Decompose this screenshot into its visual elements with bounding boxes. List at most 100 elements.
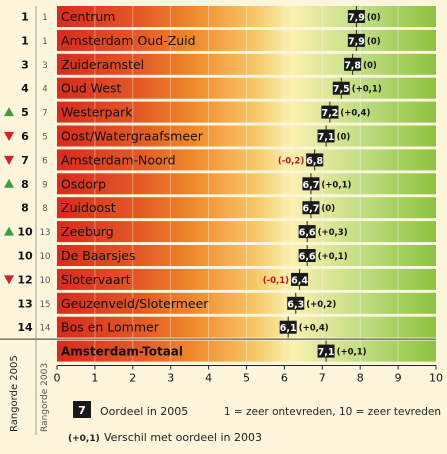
score-label: 6,4 — [291, 275, 308, 286]
score-label: 7,9 — [348, 13, 365, 24]
rank-2005: 5 — [21, 106, 29, 119]
row-band — [57, 125, 436, 147]
rank-2003: 13 — [40, 228, 51, 238]
x-tick-label: 6 — [281, 372, 288, 385]
district-name: Oud West — [61, 81, 121, 96]
legend-scale-text: 1 = zeer ontevreden, 10 = zeer tevreden — [224, 406, 441, 418]
score-label: 6,1 — [280, 323, 297, 334]
row-band — [57, 316, 436, 338]
score-label: 6,7 — [303, 180, 320, 191]
score-label: 7,2 — [321, 108, 338, 119]
diff-label: (-0,1) — [263, 276, 289, 286]
score-box — [302, 177, 320, 191]
score-label: 7,8 — [344, 60, 361, 71]
score-label: 6,8 — [306, 156, 323, 167]
rank-2003: 1 — [42, 37, 47, 47]
rank-2005: 13 — [17, 297, 32, 310]
rank-2005: 8 — [21, 178, 29, 191]
rank-2003: 8 — [42, 204, 47, 214]
rank-2003: 3 — [42, 61, 47, 71]
district-name: Amsterdam-Totaal — [61, 345, 183, 359]
rank-2003-axis-label: Rangorde 2003 — [40, 363, 50, 432]
score-label: 6,6 — [299, 228, 316, 239]
row-band — [57, 197, 436, 219]
x-tick-label: 9 — [395, 372, 402, 385]
score-box — [347, 33, 365, 47]
score-box — [279, 320, 297, 334]
down-arrow-icon — [4, 155, 14, 165]
x-tick-label: 3 — [167, 372, 174, 385]
district-name: Zeeburg — [61, 224, 114, 239]
x-tick-label: 2 — [129, 372, 136, 385]
legend-diff-sample: (+0,1) — [68, 434, 100, 444]
diff-label: (+0,4) — [340, 109, 370, 119]
district-name: Osdorp — [61, 176, 106, 191]
district-name: Slotervaart — [61, 272, 131, 287]
diff-label: (+0,1) — [321, 180, 351, 190]
row-band — [57, 173, 436, 195]
diff-label: (-0,2) — [278, 156, 304, 166]
rank-2005: 1 — [21, 11, 29, 24]
rank-2003: 1 — [42, 13, 47, 23]
diff-label: (0) — [337, 133, 351, 143]
row-band — [57, 6, 436, 27]
score-label: 7,5 — [333, 84, 350, 95]
row-band — [57, 53, 436, 75]
district-name: Zuideramstel — [61, 57, 144, 72]
row-band — [57, 245, 436, 266]
legend: 7 Oordeel in 2005 1 = zeer ontevreden, 1… — [68, 401, 441, 444]
diff-label: (+0,1) — [337, 348, 367, 358]
row-band — [57, 340, 436, 362]
down-arrow-icon — [4, 132, 14, 141]
rank-2003: 4 — [42, 85, 47, 95]
rank-2005: 1 — [21, 34, 29, 47]
diff-label: (+0,2) — [306, 300, 336, 310]
legend-diff-text: Verschil met oordeel in 2003 — [104, 431, 262, 444]
legend-score-text: Oordeel in 2005 — [100, 405, 188, 418]
score-box — [317, 344, 335, 358]
row-band — [57, 268, 436, 290]
score-label: 7,1 — [318, 347, 335, 358]
score-box — [332, 81, 350, 95]
district-name: Bos en Lommer — [61, 320, 160, 335]
rank-2003: 10 — [40, 252, 51, 262]
down-arrow-icon — [4, 275, 14, 285]
score-box — [306, 153, 324, 167]
x-tick-label: 5 — [243, 372, 250, 385]
row-band — [57, 221, 436, 243]
district-name: Westerpark — [61, 105, 133, 120]
district-name: Amsterdam-Noord — [61, 152, 176, 167]
score-label: 6,3 — [287, 299, 304, 310]
x-tick-label: 8 — [357, 372, 364, 385]
rank-2005: 4 — [21, 82, 29, 95]
diff-label: (+0,1) — [352, 85, 382, 95]
x-tick-label: 7 — [319, 372, 326, 385]
row-band — [57, 29, 436, 51]
diff-label: (0) — [367, 13, 381, 23]
rank-2005: 3 — [21, 58, 29, 71]
rank-2003: 14 — [40, 324, 51, 334]
score-box — [291, 272, 309, 286]
rank-2003: 9 — [42, 180, 47, 190]
x-tick-label: 4 — [205, 372, 212, 385]
rank-2005: 6 — [21, 130, 29, 143]
rank-2005: 10 — [17, 226, 33, 239]
district-name: Zuidoost — [61, 200, 116, 215]
row-band — [57, 101, 436, 123]
score-label: 6,6 — [299, 252, 316, 263]
district-name: Oost/Watergraafsmeer — [61, 129, 204, 144]
diff-label: (0) — [363, 61, 377, 71]
row-band — [57, 149, 436, 171]
rank-2003: 15 — [40, 300, 51, 310]
rank-2005: 7 — [21, 154, 29, 167]
score-box — [302, 201, 320, 215]
district-name: Centrum — [61, 9, 115, 24]
x-tick-label: 0 — [54, 372, 61, 385]
rank-2005-axis-label: Rangorde 2005 — [9, 355, 20, 432]
score-box — [287, 296, 305, 310]
rank-2003: 5 — [42, 133, 47, 143]
score-box — [298, 249, 316, 262]
district-name: De Baarsjes — [61, 248, 136, 263]
diff-label: (+0,1) — [318, 252, 348, 262]
